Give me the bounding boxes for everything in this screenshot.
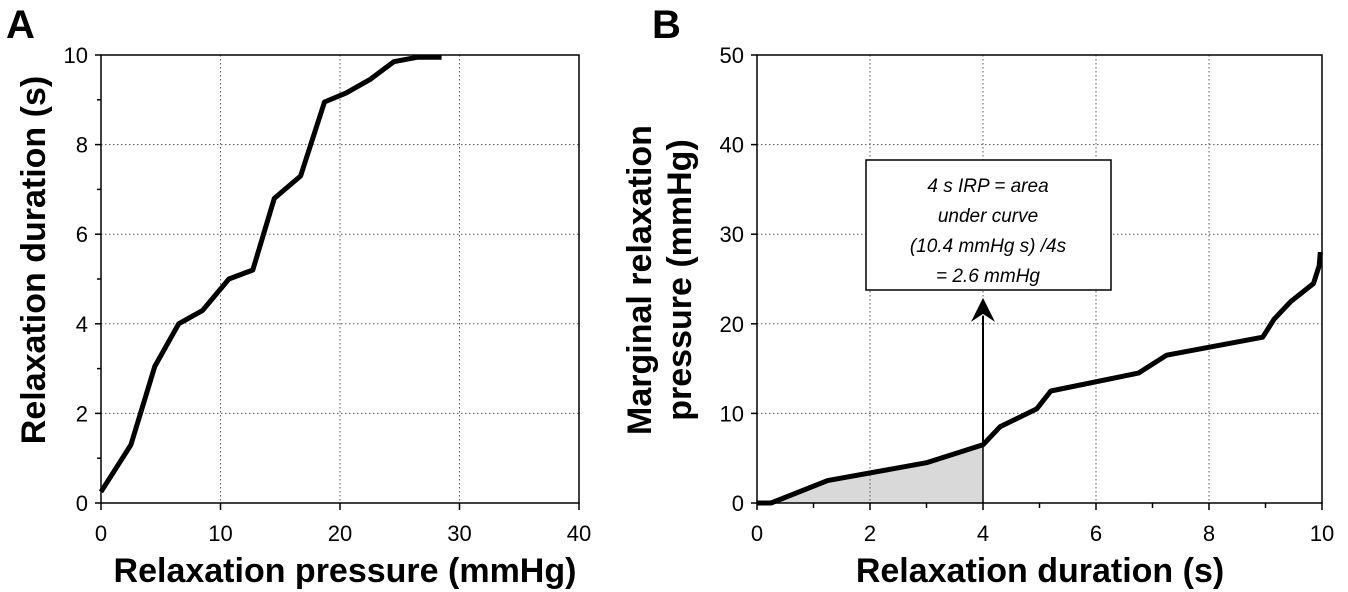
panel-a-xtick-label: 30 bbox=[447, 521, 471, 546]
panel-b-ytick-label: 0 bbox=[732, 491, 744, 516]
panel-a-xtick-label: 40 bbox=[567, 521, 591, 546]
panel-a-ytick-label: 8 bbox=[76, 133, 88, 158]
panel-a-ticks: 0 10 20 30 40 0 2 4 6 8 10 bbox=[64, 43, 592, 546]
annotation-line-3: (10.4 mmHg s) /4s bbox=[910, 236, 1067, 257]
panel-b-ytick-label: 20 bbox=[720, 312, 744, 337]
panel-b-label: B bbox=[652, 3, 681, 47]
annotation-line-2: under curve bbox=[938, 206, 1038, 227]
panel-a-xtick-label: 20 bbox=[328, 521, 352, 546]
panel-b-xtick-label: 6 bbox=[1090, 521, 1102, 546]
panel-a-ytick-label: 10 bbox=[64, 43, 88, 68]
panel-b-xtick-label: 2 bbox=[864, 521, 876, 546]
panel-b-ytick-label: 10 bbox=[720, 401, 744, 426]
panel-a-label: A bbox=[6, 3, 35, 47]
panel-b-ytick-label: 50 bbox=[720, 43, 744, 68]
panel-a: A 0 10 20 30 40 0 2 4 6 8 10 Relaxation pressure (… bbox=[6, 3, 591, 590]
panel-a-ytick-label: 6 bbox=[76, 222, 88, 247]
panel-a-ytick-label: 4 bbox=[76, 312, 88, 337]
panel-b-xtick-label: 10 bbox=[1310, 521, 1334, 546]
annotation-line-1: 4 s IRP = area bbox=[927, 176, 1048, 197]
annotation-arrow-head bbox=[971, 297, 995, 322]
panel-a-xtick-label: 10 bbox=[208, 521, 232, 546]
panel-b-xtick-label: 4 bbox=[977, 521, 989, 546]
panel-a-ytick-label: 2 bbox=[76, 401, 88, 426]
panel-a-grid bbox=[101, 55, 579, 503]
panel-b-ticks: 0 2 4 6 8 10 0 10 20 30 40 50 bbox=[720, 43, 1335, 546]
panel-a-xlabel: Relaxation pressure (mmHg) bbox=[114, 552, 577, 590]
panel-b-ytick-label: 30 bbox=[720, 222, 744, 247]
panel-a-xtick-label: 0 bbox=[95, 521, 107, 546]
panel-b-xtick-label: 0 bbox=[751, 521, 763, 546]
annotation-line-4: = 2.6 mmHg bbox=[936, 266, 1040, 287]
panel-a-ytick-label: 0 bbox=[76, 491, 88, 516]
panel-b-xtick-label: 8 bbox=[1203, 521, 1215, 546]
panel-b-xlabel: Relaxation duration (s) bbox=[856, 552, 1224, 590]
panel-b-curve bbox=[757, 251, 1323, 506]
annotation-box bbox=[865, 159, 1112, 291]
panel-b-ylabel-line-1: Marginal relaxation bbox=[621, 125, 659, 435]
panel-b-ylabel-line-2: pressure (mmHg) bbox=[661, 139, 699, 421]
panel-a-curve bbox=[98, 54, 442, 494]
panel-a-ylabel: Relaxation duration (s) bbox=[15, 76, 53, 444]
panel-b: B 0 2 4 6 8 10 0 10 20 30 40 50 4 s IRP = area unde… bbox=[621, 3, 1334, 590]
panel-b-ytick-label: 40 bbox=[720, 133, 744, 158]
